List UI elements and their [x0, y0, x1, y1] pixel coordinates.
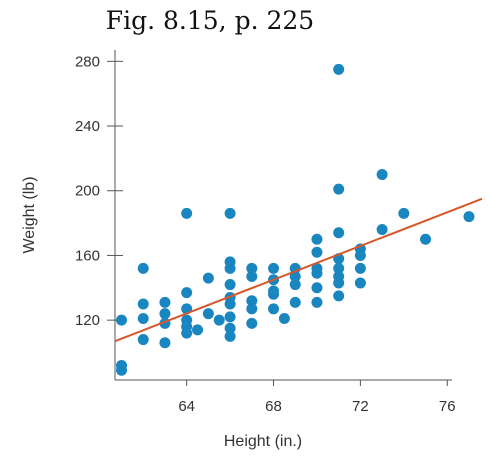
- data-point: [311, 282, 323, 294]
- data-point: [181, 287, 193, 299]
- data-point: [311, 246, 323, 258]
- data-point: [333, 262, 345, 274]
- data-point: [420, 233, 432, 245]
- data-point: [376, 169, 388, 181]
- data-point: [268, 288, 280, 300]
- data-point: [354, 249, 366, 261]
- data-point: [181, 327, 193, 339]
- data-point: [116, 314, 128, 326]
- data-point: [224, 298, 236, 310]
- data-point: [202, 308, 214, 320]
- y-tick-label: 280: [75, 53, 100, 70]
- data-point: [213, 314, 225, 326]
- figure-title: Fig. 8.15, p. 225: [105, 6, 315, 35]
- data-point: [202, 272, 214, 284]
- y-axis-label: Weight (lb): [21, 176, 38, 253]
- data-point: [224, 262, 236, 274]
- data-point: [224, 330, 236, 342]
- data-point: [376, 224, 388, 236]
- data-point: [116, 364, 128, 376]
- data-point: [268, 303, 280, 315]
- data-point: [159, 308, 171, 320]
- data-point: [224, 279, 236, 291]
- data-point: [289, 296, 301, 308]
- data-point: [192, 324, 204, 336]
- data-point: [224, 311, 236, 323]
- x-tick-label: 68: [265, 398, 282, 415]
- data-point: [333, 183, 345, 195]
- data-point: [333, 290, 345, 302]
- axes: [114, 50, 452, 381]
- data-point: [224, 322, 236, 334]
- data-point: [463, 211, 475, 223]
- data-point: [333, 277, 345, 289]
- y-tick-label: 240: [75, 118, 100, 135]
- data-point: [246, 295, 258, 307]
- x-tick-label: 76: [439, 398, 456, 415]
- y-tick-label: 200: [75, 183, 100, 200]
- x-axis-label: Height (in.): [224, 433, 302, 450]
- data-point: [181, 207, 193, 219]
- data-point: [137, 262, 149, 274]
- data-point: [246, 270, 258, 282]
- x-tick-label: 72: [352, 398, 369, 415]
- ticks: 64 68 72 76 120 160 200 240 280: [75, 53, 456, 415]
- data-point: [137, 334, 149, 346]
- data-point: [289, 279, 301, 291]
- data-point: [354, 277, 366, 289]
- data-point: [311, 233, 323, 245]
- y-tick-label: 120: [75, 312, 100, 329]
- data-points: [116, 63, 475, 376]
- data-point: [398, 207, 410, 219]
- data-point: [268, 262, 280, 274]
- data-point: [333, 227, 345, 239]
- data-point: [354, 262, 366, 274]
- data-point: [311, 296, 323, 308]
- data-point: [311, 267, 323, 279]
- y-tick-label: 160: [75, 247, 100, 264]
- data-point: [289, 270, 301, 282]
- data-point: [246, 303, 258, 315]
- data-point: [333, 63, 345, 75]
- data-point: [278, 313, 290, 325]
- data-point: [137, 313, 149, 325]
- data-point: [246, 317, 258, 329]
- x-tick-label: 64: [178, 398, 195, 415]
- data-point: [246, 262, 258, 274]
- data-point: [159, 296, 171, 308]
- data-point: [137, 298, 149, 310]
- data-point: [159, 337, 171, 349]
- regression-line: [114, 197, 483, 343]
- data-point: [224, 207, 236, 219]
